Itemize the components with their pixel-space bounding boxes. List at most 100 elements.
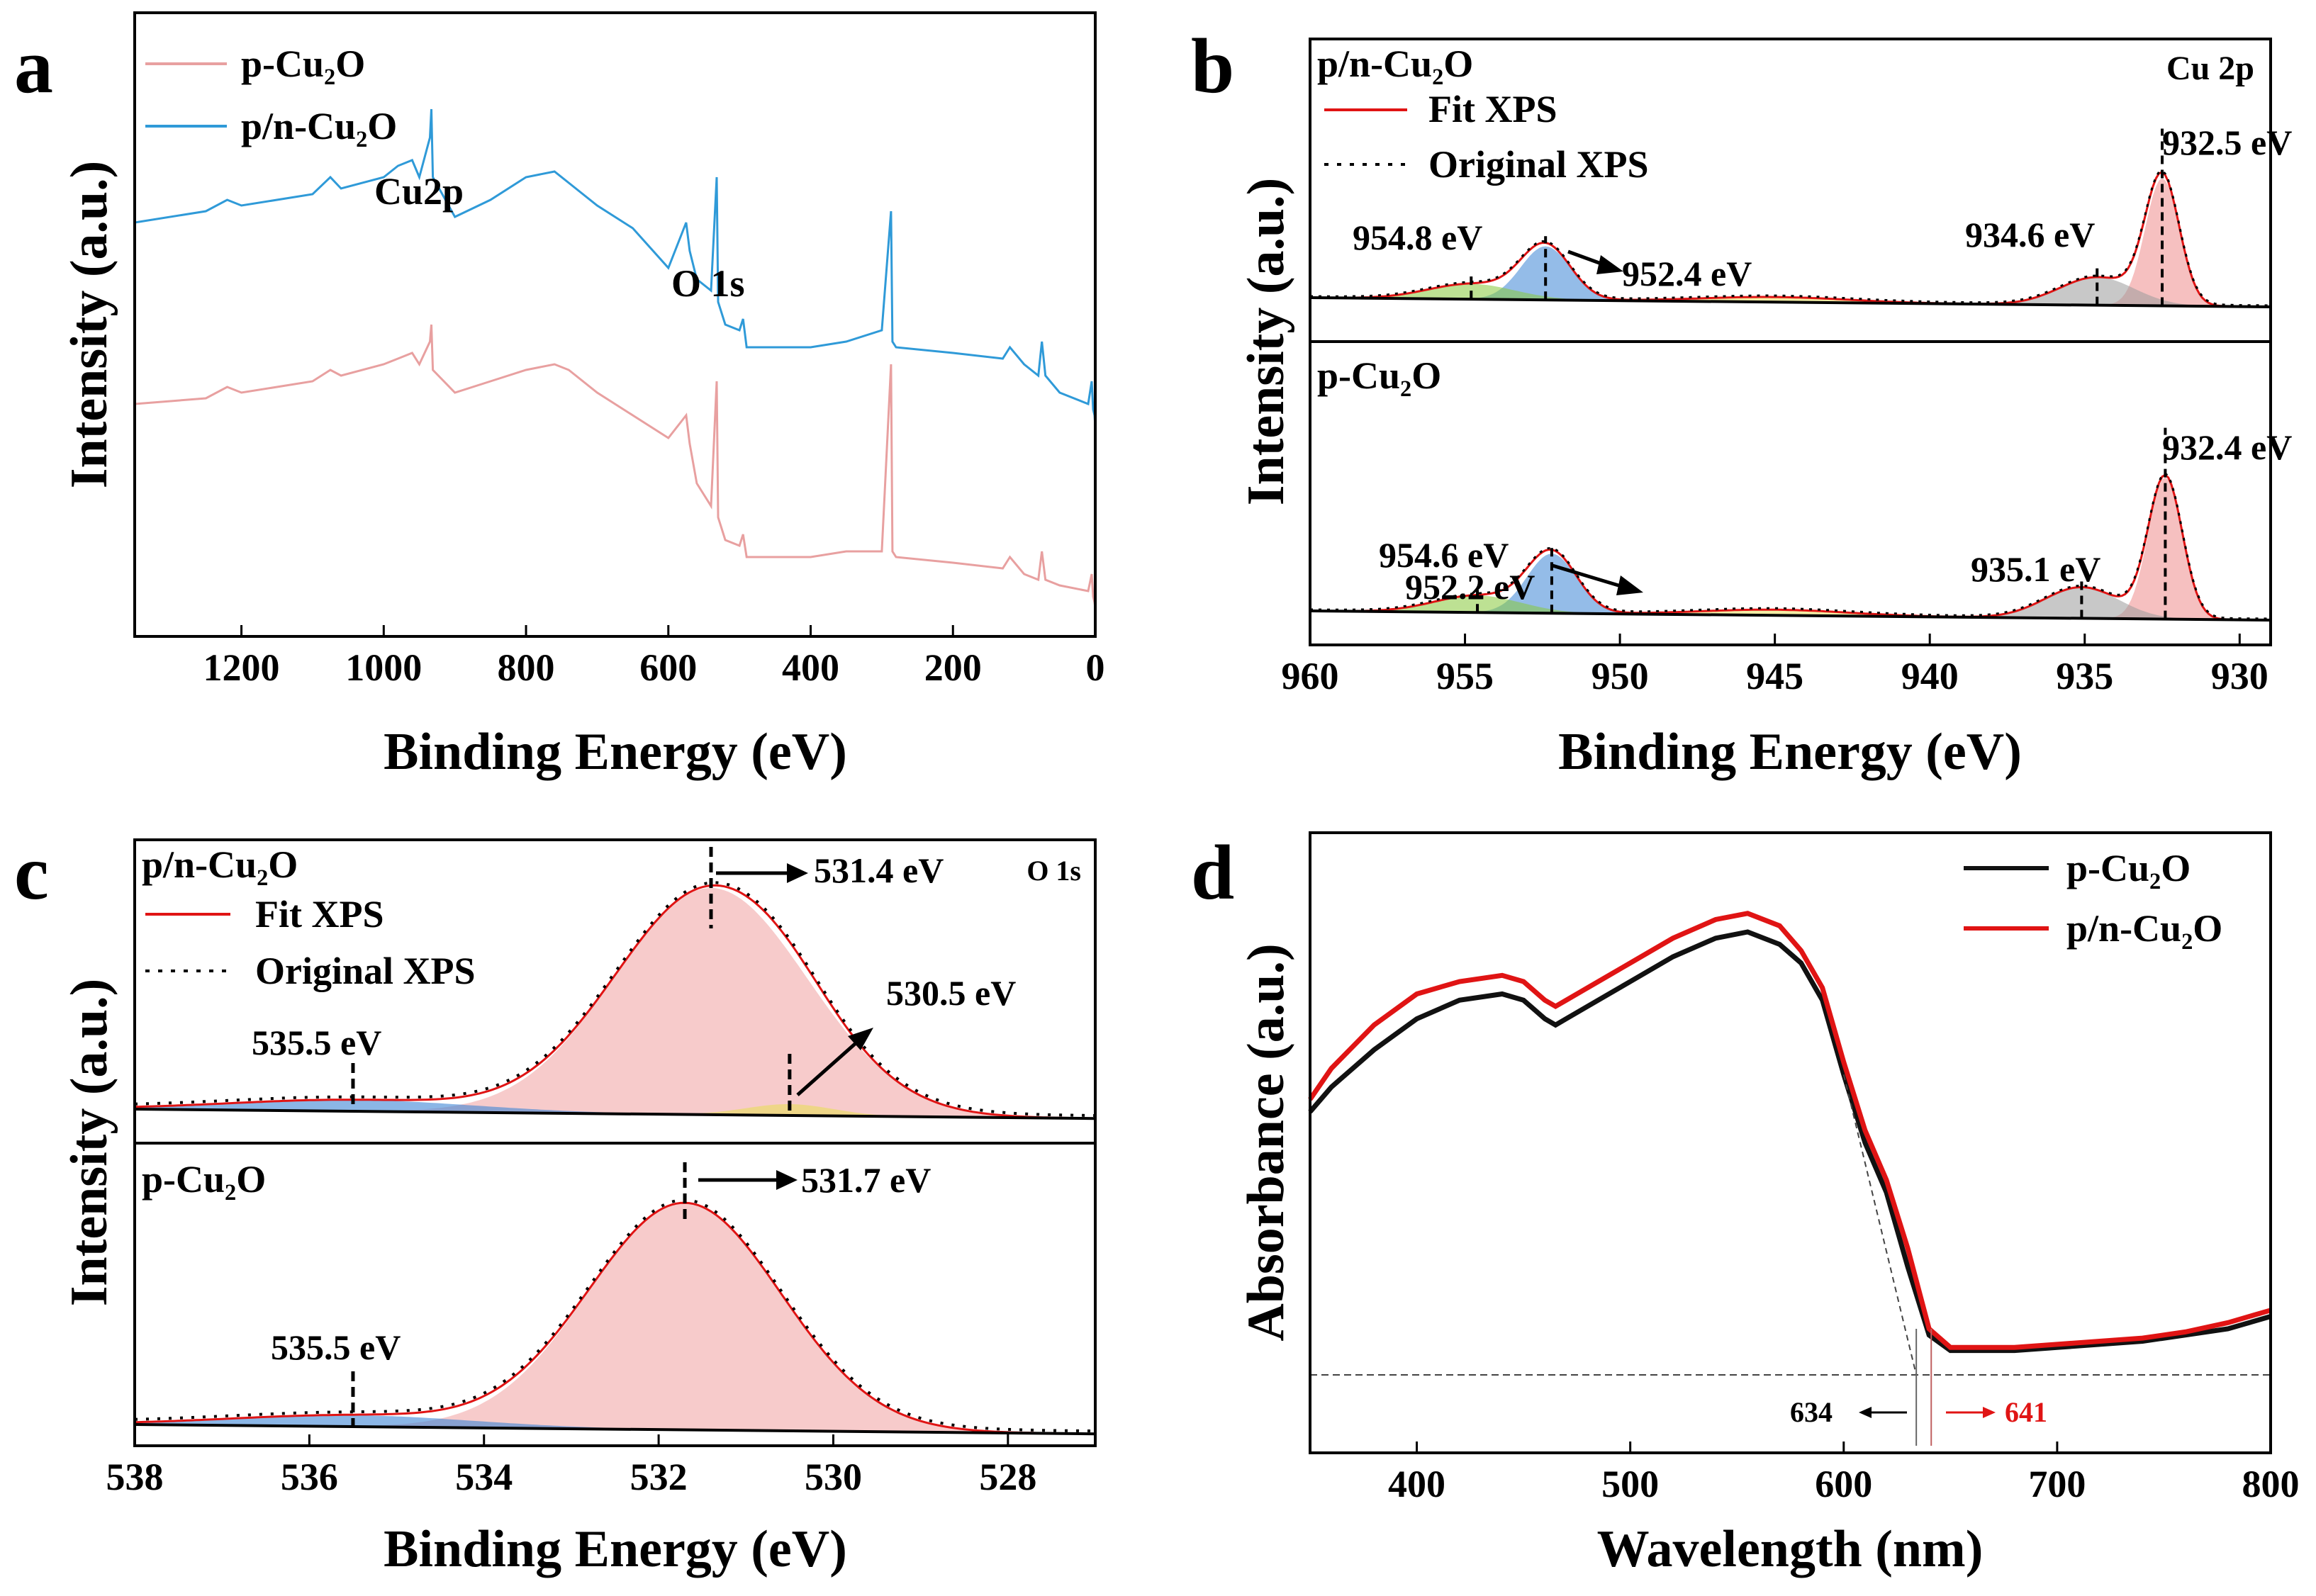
panel-label-b: b [1191, 23, 1234, 109]
panel-label-d: d [1191, 829, 1234, 916]
annot-c-top-3: 535.5 eV [252, 1023, 381, 1062]
series-line-d-pn-cu2o [1308, 911, 2271, 1350]
b-top-component-2 [1310, 246, 2268, 307]
c-bot-component-0 [135, 1203, 1095, 1434]
a-x-ticklabel-1000: 1000 [345, 646, 422, 689]
c-x-ticklabel-530: 530 [805, 1456, 862, 1498]
b-x-ticklabel-945: 945 [1746, 655, 1803, 697]
annot-b-top-4: 952.4 eV [1622, 254, 1752, 293]
c-bot-fit-line [134, 1201, 1096, 1435]
a-x-ticklabel-200: 200 [924, 646, 982, 689]
annot-c-top-2: 530.5 eV [886, 973, 1016, 1013]
panel-a: a 1200 1000 800 600 400 200 0 Binding Energy (… [14, 11, 1105, 781]
panel-d-xlabel: Wavelength (nm) [1597, 1520, 1984, 1578]
b-top-component-1 [1310, 277, 2268, 307]
d-x-ticklabel-500: 500 [1601, 1463, 1659, 1505]
panel-c-ylabel: Intensity (a.u.) [60, 979, 118, 1307]
c-x-ticklabel-532: 532 [630, 1456, 688, 1498]
c-bot-component-1 [135, 1415, 1095, 1434]
panel-b-xlabel: Binding Energy (eV) [1558, 723, 2022, 781]
panel-c: c 538 536 534 532 530 528 Binding Energy (eV)… [14, 829, 1097, 1578]
panel-label-a: a [14, 23, 53, 109]
c-top-baseline [134, 1108, 1096, 1120]
edge-label-634: 634 [1790, 1396, 1833, 1428]
panel-a-ylabel: Intensity (a.u.) [60, 161, 118, 489]
b-bot-arrow-head [1616, 575, 1643, 595]
c-top-component-0 [135, 887, 1095, 1119]
annot-b-bot-2: 935.1 eV [1971, 549, 2100, 589]
c-x-ticklabel-534: 534 [455, 1456, 513, 1498]
b-bot-fit-line [1310, 473, 2268, 622]
legend-label-p-cu2o: p-Cu₂O [241, 43, 365, 85]
series-line-p-cu2o [134, 324, 1097, 609]
annot-b-top-1: 932.5 eV [2162, 123, 2292, 162]
panel-b: b 960 955 950 945 940 935 930 Binding Energy (… [1191, 23, 2292, 781]
a-x-ticklabel-400: 400 [782, 646, 839, 689]
annot-c-bot-2: 535.5 eV [271, 1327, 401, 1367]
b-top-arrow-head [1596, 255, 1623, 274]
c-arrow-530-5-line [796, 1037, 863, 1096]
panel-a-frame [133, 11, 1097, 638]
b-bot-component-3 [1310, 595, 2268, 620]
panel-d-ylabel: Absorbance (a.u.) [1237, 943, 1295, 1341]
a-x-ticklabel-1200: 1200 [203, 646, 280, 689]
panel-label-c: c [14, 829, 49, 916]
annot-b-top-3: 954.8 eV [1353, 218, 1482, 257]
c-arrow-531-7-head [776, 1170, 798, 1190]
c-arrow-531-4-head [787, 863, 808, 883]
c-arrow-530-5-head [848, 1028, 873, 1050]
a-x-ticklabel-0: 0 [1086, 646, 1105, 689]
annot-b-top-2: 934.6 eV [1965, 215, 2095, 254]
b-x-ticklabel-940: 940 [1901, 655, 1959, 697]
annot-c-bot-1: 531.7 eV [801, 1160, 931, 1200]
annot-b-bot-1: 932.4 eV [2162, 427, 2292, 467]
b-x-ticklabel-950: 950 [1591, 655, 1649, 697]
c-top-component-2 [135, 1099, 1095, 1119]
b-top-component-3 [1310, 283, 2268, 307]
b-bot-component-2 [1310, 553, 2268, 620]
series-line-d-p-cu2o [1308, 929, 2271, 1354]
b-bot-component-1 [1310, 587, 2268, 620]
annot-b-bot-4: 952.2 eV [1405, 567, 1535, 607]
edge-label-641: 641 [2005, 1396, 2047, 1428]
d-x-ticklabel-400: 400 [1388, 1463, 1445, 1505]
legend-label-fit-c: Fit XPS [255, 893, 384, 935]
legend-label-original-c: Original XPS [255, 950, 476, 992]
b-x-ticklabel-930: 930 [2211, 655, 2269, 697]
d-arrow-634-head [1859, 1407, 1872, 1418]
b-bot-component-0 [1310, 477, 2268, 620]
c-x-ticklabel-536: 536 [281, 1456, 338, 1498]
a-x-ticklabel-800: 800 [498, 646, 555, 689]
annot-c-top-1: 531.4 eV [814, 850, 944, 890]
panel-d: d 400 500 600 700 800 Wavelength (nm) Absorb… [1191, 829, 2300, 1578]
a-x-ticklabel-600: 600 [639, 646, 697, 689]
c-x-ticklabel-528: 528 [979, 1456, 1036, 1498]
legend-label-d-pn: p/n-Cu₂O [2066, 907, 2222, 950]
annot-b-bot-3: 954.6 eV [1379, 535, 1509, 575]
panel-b-title: Cu 2p [2166, 50, 2254, 87]
b-x-ticklabel-960: 960 [1282, 655, 1339, 697]
panel-d-frame [1309, 831, 2272, 1454]
d-arrow-641-head [1983, 1407, 1996, 1418]
c-bot-baseline [134, 1423, 1096, 1436]
d-x-ticklabel-600: 600 [1815, 1463, 1872, 1505]
d-x-ticklabel-800: 800 [2242, 1463, 2300, 1505]
annotation-cu2p: Cu2p [374, 170, 464, 213]
b-x-ticklabel-935: 935 [2056, 655, 2113, 697]
c-bot-original-line [134, 1198, 1096, 1433]
b-x-ticklabel-955: 955 [1436, 655, 1494, 697]
d-x-ticklabel-700: 700 [2028, 1463, 2086, 1505]
c-top-fit-line [134, 884, 1096, 1120]
panel-c-top-label: p/n-Cu₂O [142, 843, 298, 886]
legend-label-d-p: p-Cu₂O [2066, 847, 2191, 889]
c-x-ticklabel-538: 538 [106, 1456, 164, 1498]
b-top-fit-line [1310, 171, 2268, 308]
series-line-pn-cu2o [134, 108, 1097, 427]
d-tangent-line [1842, 1074, 1918, 1376]
panel-c-bottom-label: p-Cu₂O [142, 1158, 266, 1201]
legend-label-pn-cu2o: p/n-Cu₂O [241, 105, 397, 147]
b-bot-baseline [1309, 609, 2271, 622]
panel-c-title: O 1s [1026, 855, 1081, 887]
b-top-component-0 [1310, 178, 2268, 307]
